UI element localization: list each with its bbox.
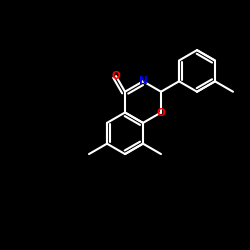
Text: O: O — [156, 108, 166, 118]
Text: O: O — [112, 71, 120, 81]
Text: N: N — [138, 76, 147, 86]
